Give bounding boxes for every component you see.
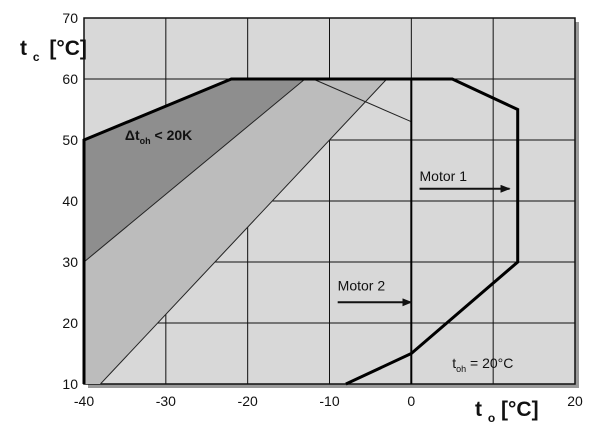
guide-line (100, 78, 388, 385)
annotation-toh: toh = 20°C (452, 355, 513, 374)
annotation-motor1: Motor 1 (420, 168, 468, 184)
y-tick-label: 40 (62, 193, 78, 209)
x-axis-title-sub: o (488, 411, 495, 423)
y-axis-title-sub: c (33, 50, 40, 64)
guide-line (312, 78, 412, 123)
y-axis-title-main: t (20, 37, 27, 60)
y-tick-label: 60 (62, 71, 78, 87)
line-layer (82, 77, 520, 386)
envelope-line (83, 78, 413, 384)
y-tick-label: 70 (62, 10, 78, 26)
annotation-motor2: Motor 2 (338, 278, 386, 294)
y-tick-label: 50 (62, 132, 78, 148)
x-tick-label: -40 (74, 393, 94, 409)
y-axis-title: t c [°C] (20, 37, 87, 66)
y-tick-label: 20 (62, 315, 78, 331)
region-band (84, 79, 387, 384)
x-axis-title-main: t (475, 398, 482, 421)
x-axis-title: t o [°C] (475, 398, 539, 423)
y-tick-label: 30 (62, 254, 78, 270)
x-tick-label: -20 (238, 393, 258, 409)
guide-line (83, 78, 306, 263)
y-axis-title-unit: [°C] (49, 37, 87, 60)
annotation-dtoh: Δtoh < 20K (125, 127, 192, 146)
y-tick-label: 10 (62, 376, 78, 392)
tick-layer: 10 20 30 40 50 60 70 -40 -30 -20 -10 0 20 (62, 10, 583, 409)
annotation-layer: Δtoh < 20K Motor 1 Motor 2 toh = 20°C (125, 127, 513, 374)
x-tick-label: 20 (567, 393, 583, 409)
x-axis-title-unit: [°C] (501, 398, 539, 421)
x-tick-label: 0 (407, 393, 415, 409)
x-tick-label: -10 (319, 393, 339, 409)
x-tick-label: -30 (156, 393, 176, 409)
